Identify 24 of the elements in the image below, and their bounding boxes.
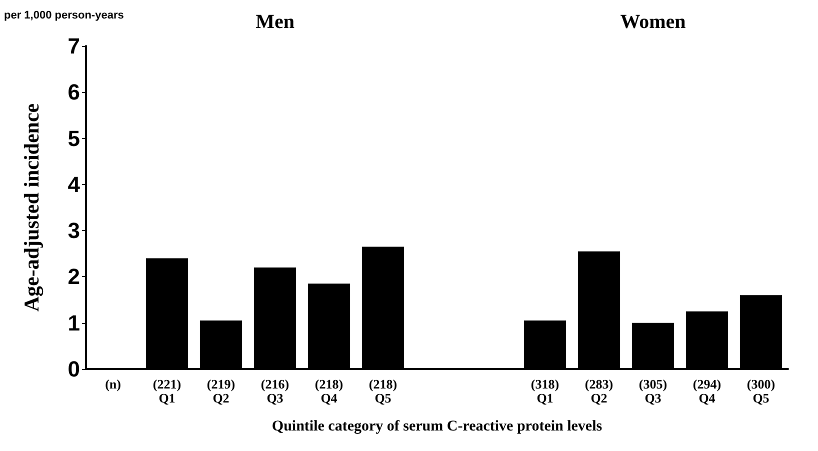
x-tick-label: (318) Q1 bbox=[530, 376, 560, 406]
y-tick-label: 2 bbox=[68, 264, 80, 290]
x-tick-label: (219) Q2 bbox=[206, 376, 236, 406]
x-tick-label: (218) Q5 bbox=[368, 376, 398, 406]
x-tick-label: (n) bbox=[105, 376, 121, 392]
y-tick-label: 3 bbox=[68, 218, 80, 244]
text: Men bbox=[256, 11, 294, 33]
x-tick-label: (218) Q4 bbox=[314, 376, 344, 406]
x-tick-label: (300) Q5 bbox=[746, 376, 776, 406]
y-tick-label: 4 bbox=[68, 172, 81, 197]
y-tick-label: 5 bbox=[68, 126, 80, 151]
x-tick-label: (305) Q3 bbox=[638, 376, 668, 406]
y-axis-title: Age-adjusted incidence bbox=[20, 103, 44, 312]
y-tick-label: 6 bbox=[68, 80, 80, 105]
y-tick-label: 0 bbox=[68, 356, 80, 382]
x-axis-title: Quintile category of serum C-reactive protein levels bbox=[272, 418, 602, 434]
y-tick-label: 1 bbox=[68, 310, 80, 336]
y-tick-label: 7 bbox=[68, 34, 80, 58]
text: per 1,000 person-years bbox=[4, 10, 124, 22]
x-tick-label: (283) Q2 bbox=[584, 376, 614, 406]
x-tick-label: (221) Q1 bbox=[152, 376, 182, 406]
text: Women bbox=[620, 11, 686, 33]
x-tick-label: (294) Q4 bbox=[692, 376, 722, 406]
x-tick-label: (216) Q3 bbox=[260, 376, 290, 406]
